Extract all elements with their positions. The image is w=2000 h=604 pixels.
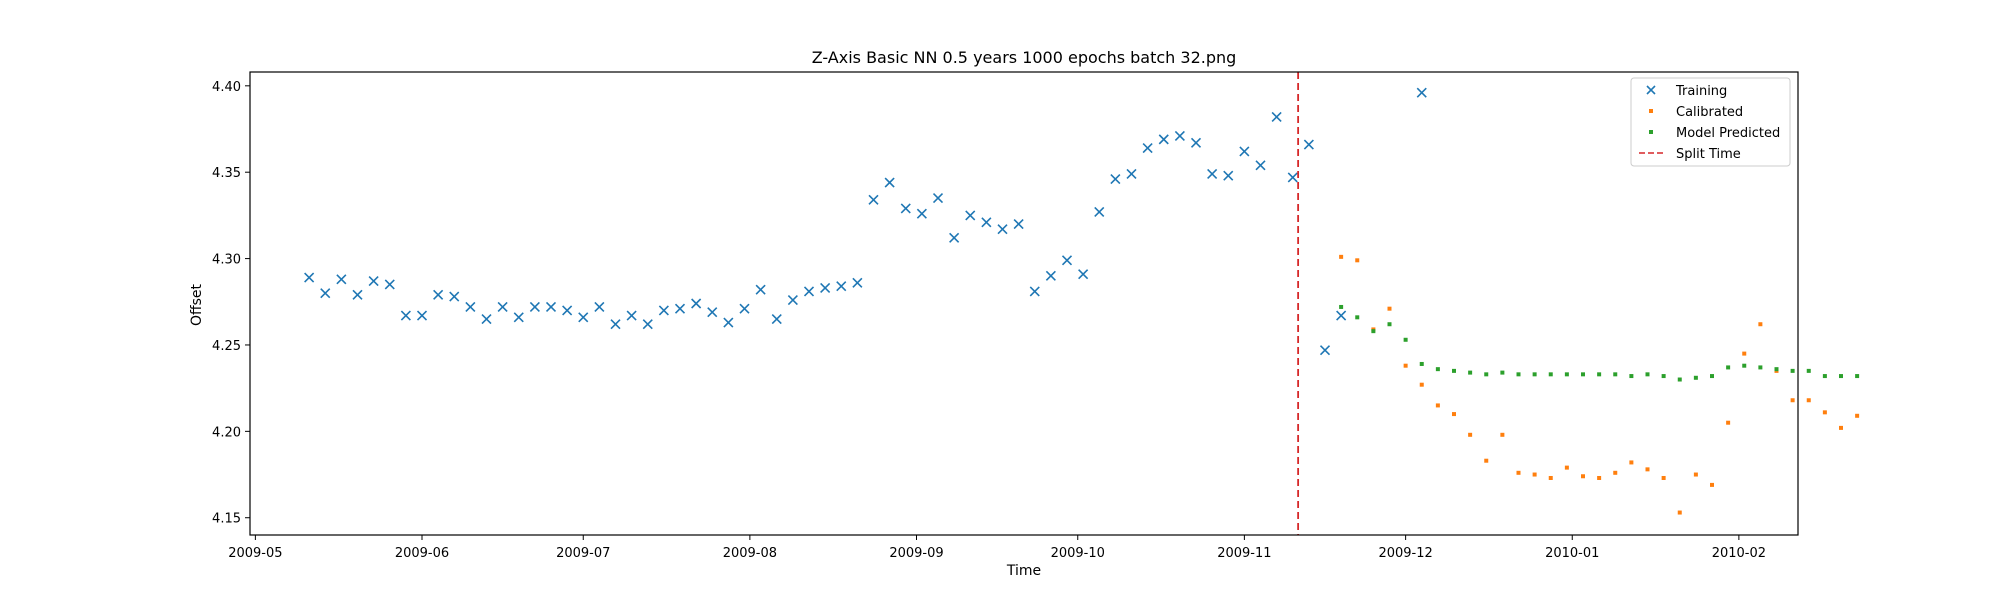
model-predicted-point	[1678, 378, 1682, 382]
legend-label-training: Training	[1675, 84, 1727, 99]
calibrated-point	[1823, 410, 1827, 414]
model-predicted-point	[1371, 329, 1375, 333]
calibrated-point	[1597, 476, 1601, 480]
x-tick-label: 2010-02	[1712, 546, 1766, 561]
model-predicted-point	[1565, 372, 1569, 376]
calibrated-point	[1388, 307, 1392, 311]
calibrated-point	[1662, 476, 1666, 480]
calibrated-point	[1517, 471, 1521, 475]
calibrated-point	[1452, 412, 1456, 416]
x-axis-label: Time	[1006, 563, 1041, 579]
x-tick-label: 2009-11	[1217, 546, 1271, 561]
calibrated-point	[1678, 511, 1682, 515]
calibrated-point	[1549, 476, 1553, 480]
model-predicted-point	[1646, 372, 1650, 376]
calibrated-point	[1839, 426, 1843, 430]
calibrated-point	[1500, 433, 1504, 437]
chart-title: Z-Axis Basic NN 0.5 years 1000 epochs ba…	[812, 48, 1237, 67]
model-predicted-point	[1581, 372, 1585, 376]
model-predicted-point	[1549, 372, 1553, 376]
legend-label-calibrated: Calibrated	[1676, 105, 1743, 120]
calibrated-point	[1855, 414, 1859, 418]
y-tick-label: 4.35	[212, 166, 241, 181]
model-predicted-point	[1662, 374, 1666, 378]
calibrated-point	[1629, 460, 1633, 464]
x-tick-label: 2009-05	[228, 546, 282, 561]
calibrated-point	[1694, 473, 1698, 477]
model-predicted-point	[1420, 362, 1424, 366]
x-tick-label: 2009-06	[395, 546, 449, 561]
model-predicted-point	[1742, 364, 1746, 368]
calibrated-point	[1758, 322, 1762, 326]
model-predicted-point	[1775, 367, 1779, 371]
model-predicted-point	[1468, 371, 1472, 375]
x-tick-label: 2009-08	[723, 546, 777, 561]
legend: Training Calibrated Model Predicted Spli…	[1631, 78, 1790, 166]
model-predicted-point	[1758, 365, 1762, 369]
model-predicted-point	[1533, 372, 1537, 376]
calibrated-point	[1791, 398, 1795, 402]
calibrated-point	[1468, 433, 1472, 437]
model-predicted-point	[1694, 376, 1698, 380]
calibrated-point	[1646, 467, 1650, 471]
y-axis-label: Offset	[189, 283, 205, 326]
calibrated-point	[1581, 474, 1585, 478]
model-predicted-point	[1823, 374, 1827, 378]
calibrated-point	[1726, 421, 1730, 425]
x-tick-label: 2009-12	[1378, 546, 1432, 561]
legend-label-model-predicted: Model Predicted	[1676, 126, 1780, 141]
y-tick-label: 4.30	[212, 253, 241, 268]
model-predicted-point	[1355, 315, 1359, 319]
model-predicted-point	[1726, 365, 1730, 369]
calibrated-point	[1742, 352, 1746, 356]
calibrated-point	[1807, 398, 1811, 402]
model-predicted-point	[1436, 367, 1440, 371]
model-predicted-point	[1855, 374, 1859, 378]
calibrated-point	[1404, 364, 1408, 368]
calibrated-point	[1339, 255, 1343, 259]
calibrated-point	[1484, 459, 1488, 463]
model-predicted-point	[1791, 369, 1795, 373]
model-predicted-point	[1484, 372, 1488, 376]
model-predicted-point	[1597, 372, 1601, 376]
x-tick-label: 2009-09	[889, 546, 943, 561]
calibrated-point	[1436, 403, 1440, 407]
model-predicted-point	[1807, 369, 1811, 373]
model-predicted-point	[1517, 372, 1521, 376]
x-tick-label: 2010-01	[1545, 546, 1599, 561]
y-tick-label: 4.25	[212, 339, 241, 354]
calibrated-point	[1710, 483, 1714, 487]
calibrated-point	[1355, 258, 1359, 262]
model-predicted-point	[1388, 322, 1392, 326]
model-predicted-point	[1404, 338, 1408, 342]
calibrated-point	[1565, 466, 1569, 470]
model-predicted-point	[1629, 374, 1633, 378]
legend-marker-model-predicted	[1649, 130, 1653, 134]
model-predicted-point	[1710, 374, 1714, 378]
legend-marker-calibrated	[1649, 109, 1653, 113]
x-tick-label: 2009-10	[1051, 546, 1105, 561]
y-tick-label: 4.20	[212, 425, 241, 440]
y-tick-label: 4.15	[212, 512, 241, 527]
model-predicted-point	[1452, 369, 1456, 373]
calibrated-point	[1420, 383, 1424, 387]
model-predicted-point	[1339, 305, 1343, 309]
legend-label-split-time: Split Time	[1676, 147, 1741, 162]
calibrated-point	[1613, 471, 1617, 475]
model-predicted-point	[1613, 372, 1617, 376]
x-tick-label: 2009-07	[556, 546, 610, 561]
calibrated-point	[1533, 473, 1537, 477]
model-predicted-point	[1839, 374, 1843, 378]
y-tick-label: 4.40	[212, 80, 241, 95]
model-predicted-point	[1500, 371, 1504, 375]
